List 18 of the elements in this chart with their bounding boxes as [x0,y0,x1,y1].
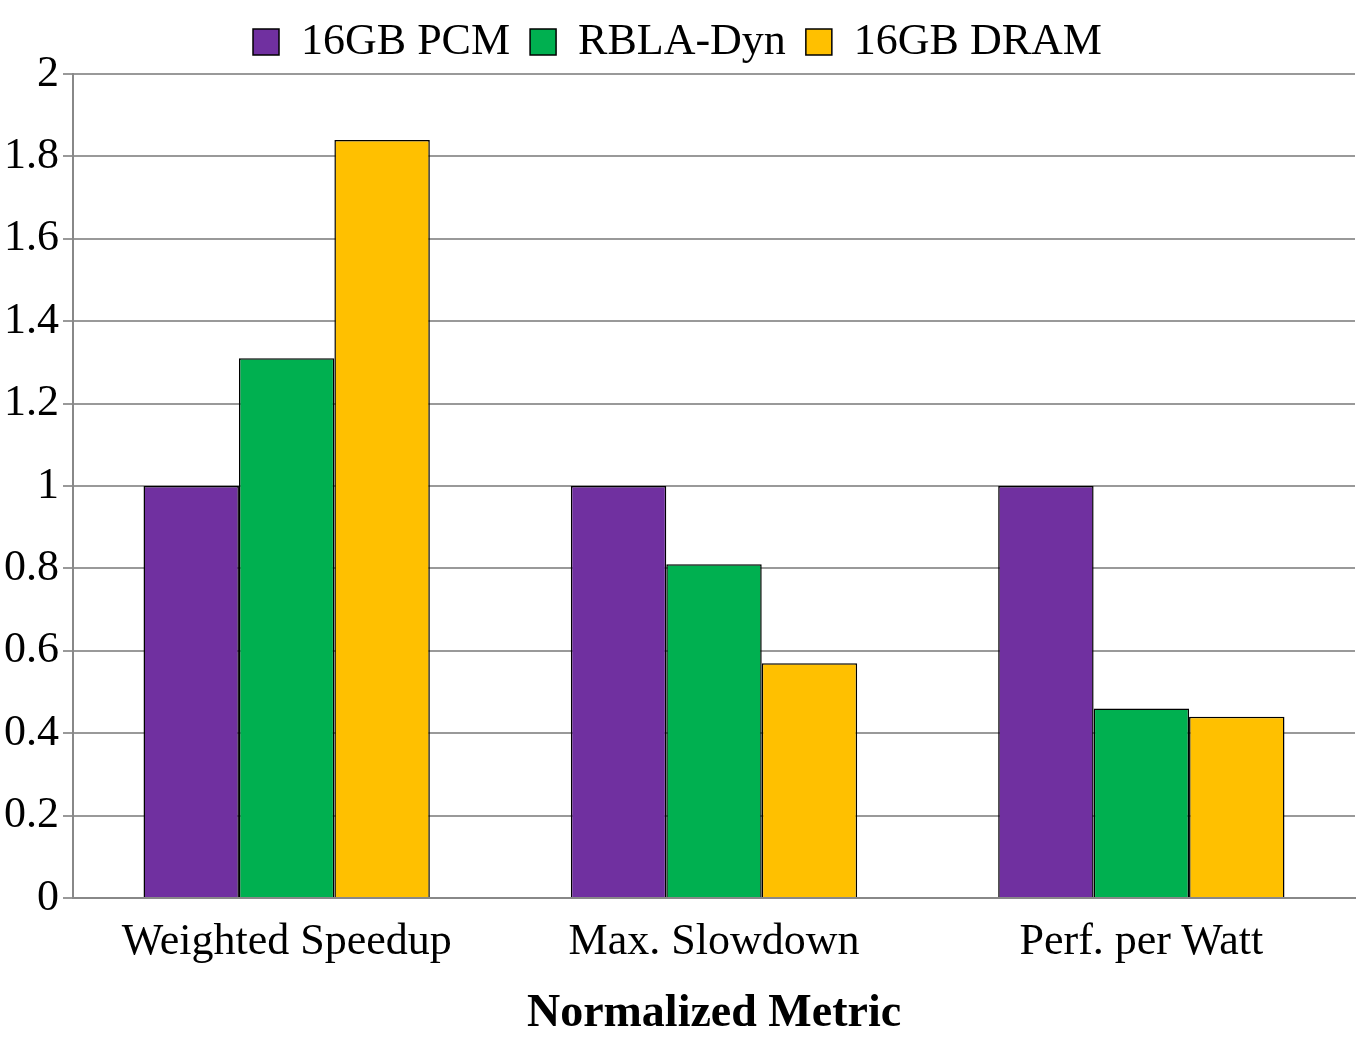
y-tick-label: 0.6 [4,623,59,673]
y-tick-label: 0.4 [4,705,59,755]
y-tick-label: 1.4 [4,293,59,343]
x-tick-label: Weighted Speedup [121,914,452,964]
y-tick-label: 1 [37,458,59,508]
y-tick-label: 1.6 [4,211,59,261]
legend-label: RBLA-Dyn [578,14,786,64]
y-tick-label: 1.8 [4,128,59,178]
y-tick-label: 0.8 [4,540,59,590]
y-tick-label: 0 [37,870,59,920]
x-tick-label: Perf. per Watt [1019,914,1264,964]
y-tick-label: 2 [37,46,59,96]
legend-label: 16GB PCM [301,14,511,64]
x-tick-label: Max. Slowdown [568,914,860,964]
y-tick-label: 1.2 [4,376,59,426]
legend-label: 16GB DRAM [853,14,1102,64]
y-tick-label: 0.2 [4,788,59,838]
x-axis-title: Normalized Metric [526,985,902,1037]
